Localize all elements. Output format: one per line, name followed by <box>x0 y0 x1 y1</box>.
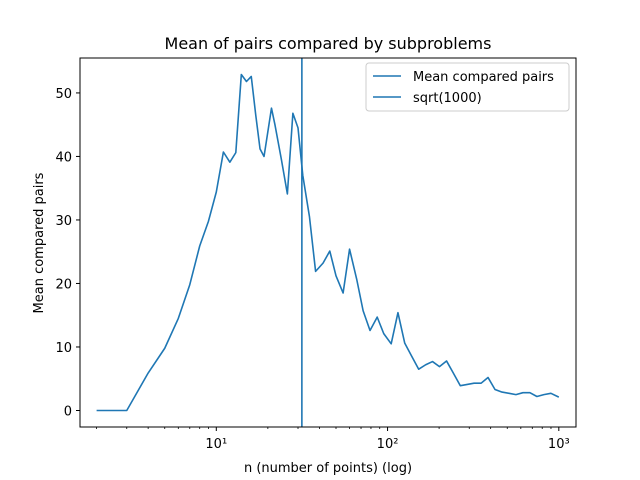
legend-label-sqrt-1000: sqrt(1000) <box>413 91 482 106</box>
x-axis: 10¹ 10² 10³ <box>96 427 570 452</box>
plot-area <box>96 58 560 427</box>
y-axis-label: Mean compared pairs <box>32 172 47 313</box>
legend: Mean compared pairs sqrt(1000) <box>365 62 570 112</box>
legend-box <box>365 62 570 112</box>
legend-label-mean-compared-pairs: Mean compared pairs <box>413 70 554 85</box>
series-line-mean-compared-pairs <box>96 73 560 412</box>
y-axis: 0 10 20 30 40 50 <box>55 87 80 419</box>
x-tick-label: 10¹ <box>205 437 227 452</box>
x-tick-label: 10² <box>377 437 399 452</box>
y-tick-label: 50 <box>55 87 72 102</box>
chart-title: Mean of pairs compared by subproblems <box>165 34 492 53</box>
y-tick-label: 30 <box>55 214 72 229</box>
y-tick-label: 10 <box>55 341 72 356</box>
y-tick-label: 40 <box>55 150 72 165</box>
y-tick-label: 20 <box>55 277 72 292</box>
plot-frame <box>79 57 577 428</box>
x-axis-label: n (number of points) (log) <box>244 461 412 476</box>
y-tick-label: 0 <box>64 404 72 419</box>
x-tick-label: 10³ <box>548 437 570 452</box>
